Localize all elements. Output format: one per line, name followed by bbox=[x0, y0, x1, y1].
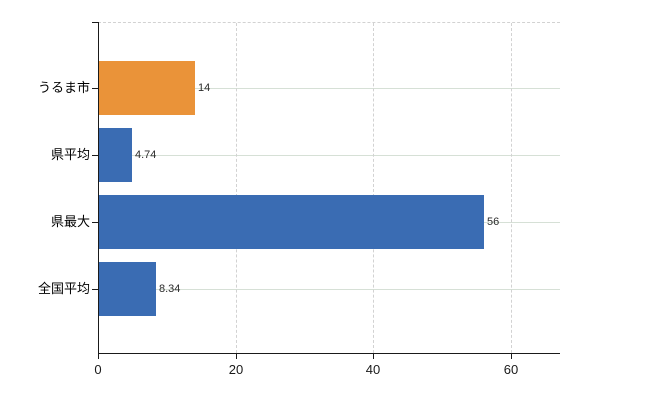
horizontal-gridline bbox=[99, 155, 560, 156]
category-label: うるま市 bbox=[37, 80, 90, 95]
x-axis-tick bbox=[511, 354, 512, 359]
y-axis-tick bbox=[92, 155, 98, 156]
x-axis-tick bbox=[373, 354, 374, 359]
category-label: 県平均 bbox=[50, 147, 90, 162]
y-axis-line bbox=[98, 22, 99, 354]
bar-3 bbox=[99, 262, 156, 316]
y-axis-tick bbox=[92, 88, 98, 89]
x-axis-tick-label: 20 bbox=[228, 362, 244, 377]
vertical-gridline bbox=[373, 23, 374, 353]
vertical-gridline bbox=[236, 23, 237, 353]
horizontal-gridline bbox=[99, 289, 560, 290]
bar-value-label: 56 bbox=[487, 216, 500, 228]
x-axis-tick-label: 0 bbox=[94, 362, 102, 377]
category-label: 全国平均 bbox=[37, 281, 90, 296]
bar-0 bbox=[99, 61, 195, 115]
x-axis-tick-label: 60 bbox=[503, 362, 519, 377]
category-label: 県最大 bbox=[50, 214, 90, 229]
bar-2 bbox=[99, 195, 484, 249]
x-axis-tick bbox=[236, 354, 237, 359]
y-axis-tick bbox=[92, 289, 98, 290]
x-axis-tick bbox=[98, 354, 99, 359]
x-axis-line bbox=[98, 353, 560, 354]
bar-value-label: 14 bbox=[198, 82, 211, 94]
y-axis-tick bbox=[92, 222, 98, 223]
plot-area-top-border bbox=[98, 22, 560, 23]
horizontal-gridline bbox=[99, 88, 560, 89]
vertical-gridline bbox=[511, 23, 512, 353]
x-axis-tick-label: 40 bbox=[365, 362, 381, 377]
bar-1 bbox=[99, 128, 132, 182]
bar-value-label: 4.74 bbox=[135, 149, 157, 161]
bar-value-label: 8.34 bbox=[159, 283, 181, 295]
y-axis-tick bbox=[92, 22, 98, 23]
